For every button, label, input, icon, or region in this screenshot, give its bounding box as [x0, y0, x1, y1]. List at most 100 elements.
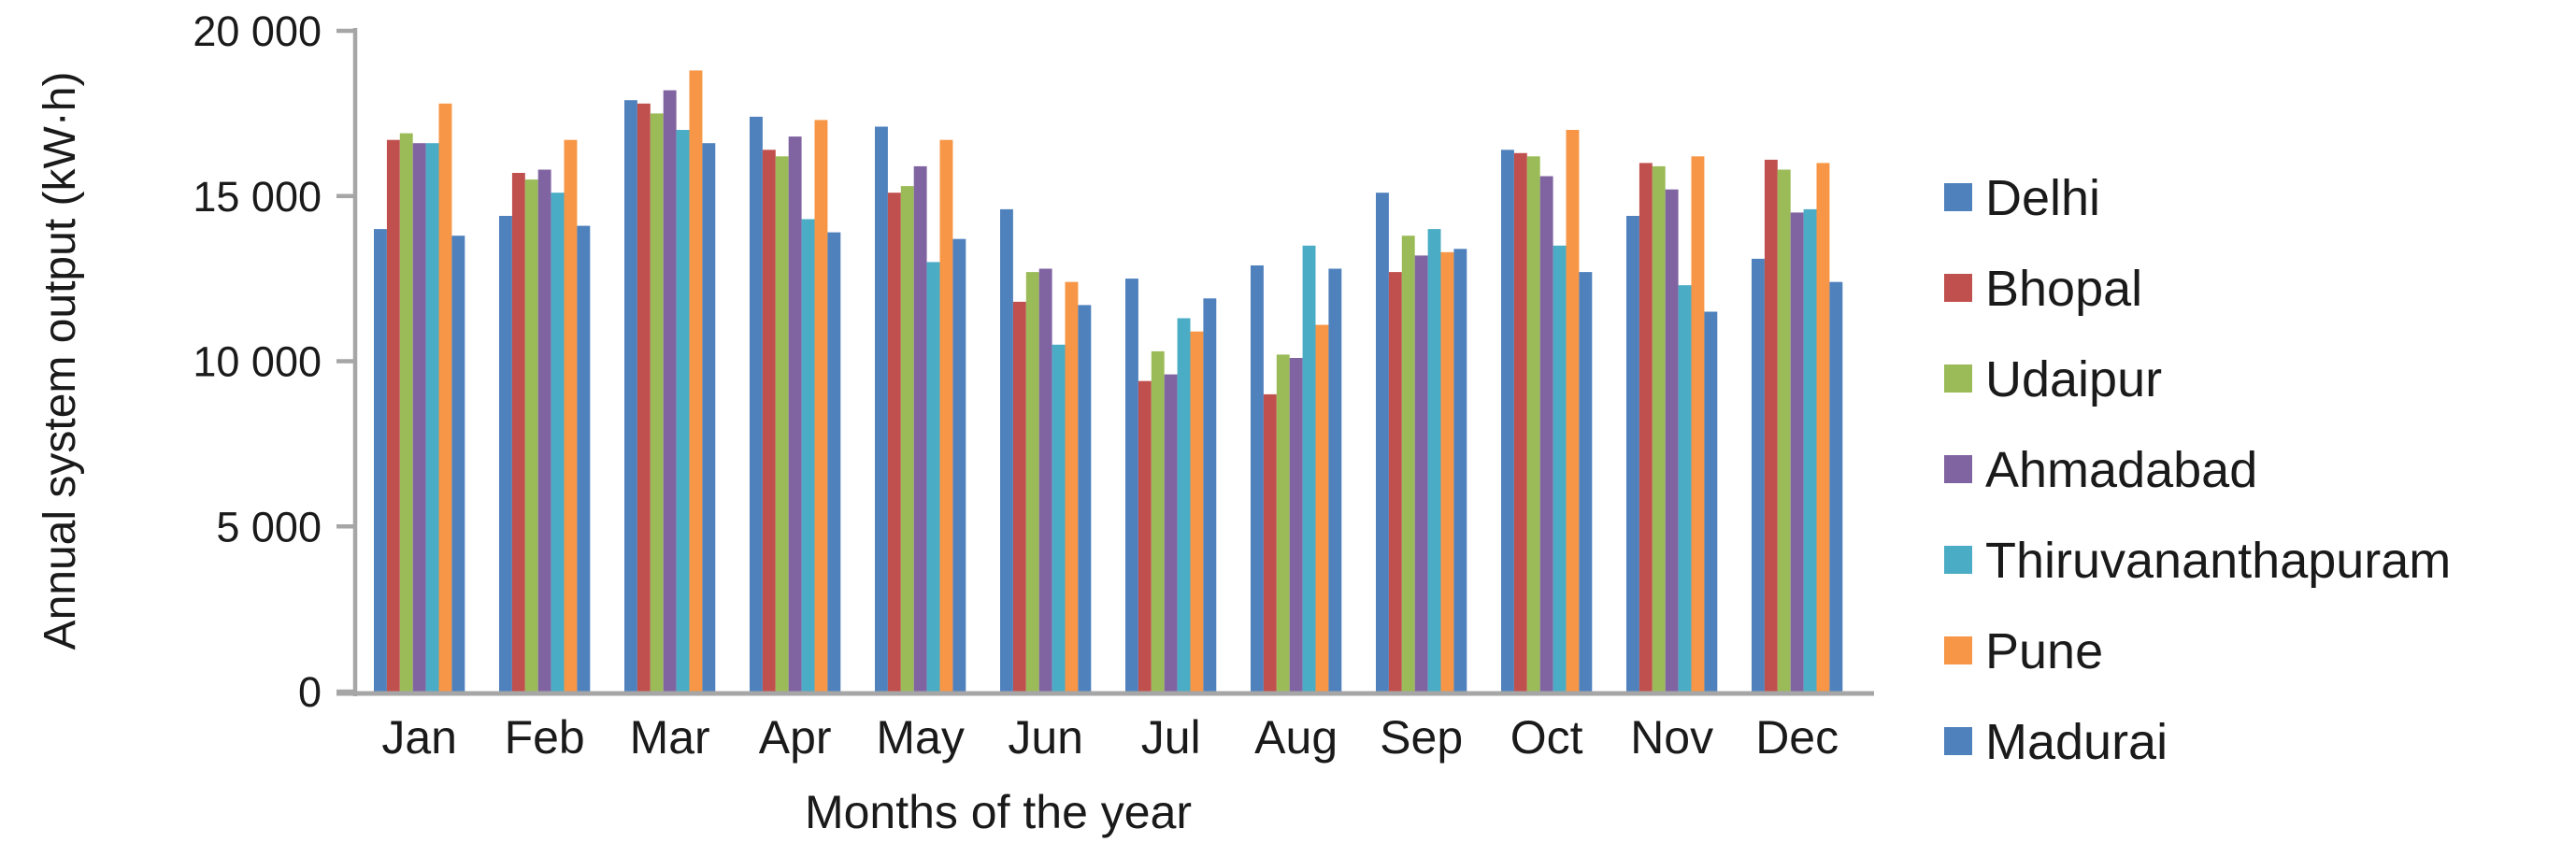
- bar-bhopal-jul: [1138, 380, 1152, 693]
- bar-madurai-sep: [1453, 249, 1467, 693]
- bar-pune-mar: [689, 70, 703, 693]
- bar-delhi-may: [875, 126, 888, 693]
- y-tick-label: 5 000: [216, 503, 322, 550]
- x-tick-label-oct: Oct: [1510, 711, 1583, 764]
- bar-udaipur-jun: [1025, 272, 1039, 693]
- bar-thiruvananthapuram-nov: [1678, 285, 1692, 693]
- bar-pune-sep: [1440, 251, 1454, 693]
- bar-pune-apr: [814, 120, 828, 693]
- x-tick-label-jan: Jan: [381, 711, 457, 764]
- bar-bhopal-dec: [1764, 159, 1778, 693]
- bar-udaipur-apr: [775, 156, 789, 694]
- bar-thiruvananthapuram-jun: [1052, 344, 1066, 693]
- y-tick-label: 20 000: [193, 7, 322, 55]
- bar-delhi-aug: [1251, 265, 1264, 693]
- bar-ahmadabad-mar: [663, 90, 677, 694]
- bar-thiruvananthapuram-mar: [676, 130, 690, 693]
- x-tick-label-may: May: [876, 711, 964, 764]
- bar-delhi-mar: [624, 100, 637, 693]
- bar-bhopal-apr: [762, 150, 776, 694]
- bar-madurai-apr: [827, 232, 841, 693]
- x-tick-label-sep: Sep: [1380, 711, 1463, 764]
- bar-thiruvananthapuram-jan: [425, 143, 439, 693]
- bar-madurai-nov: [1704, 311, 1718, 693]
- bar-madurai-feb: [577, 225, 591, 693]
- y-tick-label: 0: [298, 668, 322, 716]
- bar-bhopal-oct: [1513, 152, 1527, 694]
- x-tick-label-aug: Aug: [1254, 711, 1338, 764]
- bar-ahmadabad-sep: [1414, 255, 1428, 693]
- legend-swatch-delhi: [1944, 183, 1972, 211]
- bar-madurai-may: [952, 238, 966, 693]
- bar-bhopal-feb: [511, 173, 525, 693]
- x-tick-label-nov: Nov: [1630, 711, 1713, 764]
- bar-pune-dec: [1816, 163, 1830, 693]
- bar-thiruvananthapuram-jul: [1177, 318, 1191, 693]
- y-tick-label: 15 000: [193, 173, 322, 221]
- bar-thiruvananthapuram-feb: [551, 193, 565, 693]
- bar-ahmadabad-jul: [1164, 374, 1178, 693]
- legend-label-madurai: Madurai: [1985, 714, 2168, 770]
- bar-delhi-apr: [750, 116, 763, 693]
- legend-label-ahmadabad: Ahmadabad: [1985, 442, 2257, 498]
- bar-ahmadabad-aug: [1289, 358, 1303, 693]
- bar-udaipur-jul: [1151, 350, 1165, 693]
- bar-ahmadabad-may: [913, 165, 927, 693]
- legend-swatch-thiruvananthapuram: [1944, 546, 1972, 574]
- bar-udaipur-feb: [524, 179, 538, 694]
- bar-pune-feb: [564, 139, 578, 693]
- bar-pune-nov: [1691, 156, 1705, 694]
- bar-udaipur-mar: [650, 113, 664, 693]
- bar-ahmadabad-dec: [1790, 212, 1804, 693]
- bar-ahmadabad-oct: [1539, 176, 1553, 693]
- bar-pune-jul: [1190, 331, 1204, 693]
- bar-pune-jun: [1065, 281, 1079, 693]
- legend-label-udaipur: Udaipur: [1985, 351, 2162, 407]
- bar-madurai-jan: [451, 236, 465, 693]
- bar-delhi-nov: [1626, 216, 1639, 693]
- x-tick-label-mar: Mar: [630, 711, 710, 764]
- bar-bhopal-aug: [1263, 393, 1277, 693]
- y-tick-label: 10 000: [193, 338, 322, 386]
- bar-udaipur-jan: [399, 133, 413, 694]
- legend-swatch-pune: [1944, 636, 1972, 664]
- legend-label-pune: Pune: [1985, 623, 2103, 679]
- bar-madurai-jul: [1203, 298, 1217, 693]
- bar-ahmadabad-apr: [788, 136, 802, 694]
- bar-thiruvananthapuram-apr: [801, 219, 815, 693]
- bar-thiruvananthapuram-may: [926, 262, 940, 693]
- bar-bhopal-nov: [1639, 163, 1653, 693]
- legend-label-thiruvananthapuram: Thiruvananthapuram: [1985, 533, 2451, 589]
- legend-swatch-bhopal: [1944, 274, 1972, 302]
- y-axis-title: Annual system output (kW·h): [36, 72, 85, 650]
- bar-delhi-jun: [1000, 208, 1013, 693]
- bar-thiruvananthapuram-sep: [1427, 229, 1441, 693]
- x-tick-label-jul: Jul: [1141, 711, 1201, 764]
- bar-udaipur-nov: [1652, 165, 1666, 693]
- bar-delhi-dec: [1752, 258, 1765, 693]
- bar-udaipur-oct: [1526, 156, 1540, 694]
- bar-thiruvananthapuram-oct: [1553, 245, 1567, 693]
- legend-swatch-udaipur: [1944, 364, 1972, 393]
- bar-madurai-aug: [1328, 268, 1342, 693]
- bar-madurai-jun: [1078, 305, 1092, 693]
- bar-bhopal-jan: [386, 139, 400, 693]
- bar-pune-aug: [1315, 324, 1329, 693]
- bar-delhi-jan: [374, 229, 387, 693]
- bar-ahmadabad-jan: [412, 143, 426, 693]
- bar-bhopal-jun: [1012, 301, 1026, 693]
- legend-swatch-madurai: [1944, 727, 1972, 755]
- x-tick-label-apr: Apr: [759, 711, 832, 764]
- bar-ahmadabad-nov: [1665, 189, 1679, 693]
- bar-thiruvananthapuram-aug: [1302, 245, 1316, 693]
- bar-pune-may: [939, 139, 953, 693]
- bar-delhi-jul: [1125, 279, 1138, 693]
- bar-pune-oct: [1566, 130, 1580, 693]
- bar-madurai-mar: [702, 143, 716, 693]
- bar-ahmadabad-jun: [1038, 268, 1052, 693]
- bar-udaipur-may: [900, 186, 914, 694]
- x-tick-label-dec: Dec: [1755, 711, 1839, 764]
- bar-pune-jan: [438, 103, 452, 694]
